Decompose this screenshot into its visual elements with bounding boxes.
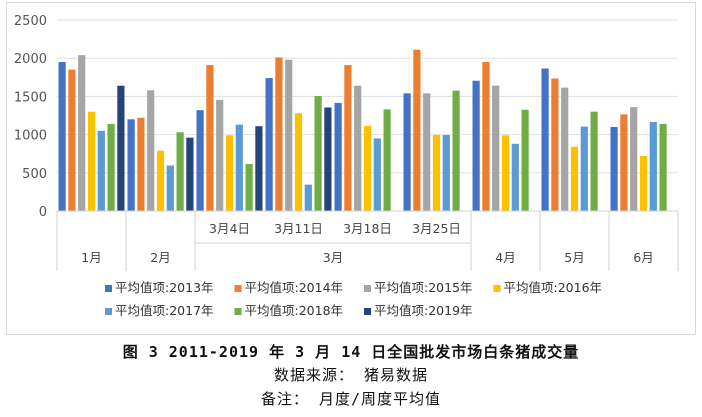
legend-swatch <box>364 285 371 292</box>
chart-frame <box>6 2 696 335</box>
legend-label: 平均值项:2015年 <box>374 280 473 295</box>
bar <box>117 85 125 211</box>
x-group-label: 5月 <box>564 250 584 265</box>
bar <box>561 87 569 211</box>
legend-label: 平均值项:2019年 <box>374 303 473 318</box>
bar <box>314 96 322 211</box>
bar <box>68 69 76 211</box>
bar <box>216 99 224 211</box>
bar <box>630 107 638 211</box>
bar <box>551 78 559 211</box>
x-group-label: 6月 <box>633 250 653 265</box>
legend-swatch <box>234 308 242 315</box>
bar <box>97 130 105 211</box>
legend-label: 平均值项:2014年 <box>245 280 344 295</box>
legend-label: 平均值项:2017年 <box>115 303 214 318</box>
bar <box>413 49 421 211</box>
x-group-label: 3月 <box>323 250 343 265</box>
bar <box>639 155 648 211</box>
bar <box>383 109 391 211</box>
legend-label: 平均值项:2013年 <box>115 280 214 295</box>
bar <box>570 146 579 211</box>
x-group-label: 1月 <box>81 250 101 265</box>
bar <box>511 143 519 211</box>
bar <box>521 109 529 211</box>
bar <box>156 150 165 211</box>
chart-area: 0 500 1000 1500 2000 2500 1月 2月 3月4日 3月11日 3月18日 3月… <box>6 2 696 335</box>
legend-swatch <box>364 308 371 315</box>
bar <box>275 57 283 211</box>
bar <box>137 117 145 211</box>
bar <box>176 132 184 211</box>
legend-label: 平均值项:2016年 <box>504 280 603 295</box>
bar <box>196 110 204 211</box>
y-tick-label: 500 <box>22 167 47 182</box>
bar <box>423 93 431 211</box>
bar <box>245 164 253 211</box>
bar <box>492 85 500 211</box>
bar <box>620 114 628 211</box>
bar <box>354 85 362 211</box>
x-tick-label: 3月4日 <box>209 221 250 236</box>
bar <box>590 111 598 211</box>
bar <box>373 138 381 211</box>
bar <box>265 78 273 212</box>
bar <box>452 90 460 211</box>
legend-swatch <box>105 285 112 292</box>
bar <box>78 55 86 212</box>
y-tick-label: 1500 <box>14 90 47 105</box>
legend-swatch <box>234 285 242 292</box>
legend-swatch <box>105 308 112 315</box>
bar <box>324 107 332 211</box>
bar <box>127 119 135 211</box>
bar <box>501 135 510 211</box>
bar <box>166 165 174 211</box>
x-tick-label: 3月11日 <box>274 221 323 236</box>
bar <box>304 184 312 211</box>
bar <box>363 125 372 211</box>
bar <box>294 113 303 211</box>
y-tick-label: 1000 <box>14 129 47 144</box>
bar <box>147 90 155 211</box>
y-tick-label: 2000 <box>14 52 47 67</box>
legend-label: 平均值项:2018年 <box>245 303 344 318</box>
x-group-label: 4月 <box>495 250 515 265</box>
bar <box>235 124 243 211</box>
bar <box>580 126 588 211</box>
x-group-label: 2月 <box>150 250 170 265</box>
y-tick-label: 2500 <box>14 14 47 29</box>
bar <box>432 134 441 211</box>
bar <box>255 126 263 211</box>
bar <box>107 123 115 211</box>
y-tick-label: 0 <box>39 205 47 220</box>
figure-caption: 图 3 2011-2019 年 3 月 14 日全国批发市场白条猪成交量 <box>122 343 580 361</box>
bar <box>541 68 549 211</box>
bar <box>206 65 214 212</box>
bar <box>58 62 66 211</box>
bar <box>442 134 450 211</box>
x-tick-label: 3月25日 <box>412 221 461 236</box>
x-tick-label: 3月18日 <box>343 221 392 236</box>
bar <box>403 93 411 211</box>
legend-swatch <box>493 285 501 292</box>
bar <box>472 80 480 211</box>
bar <box>649 121 657 211</box>
bar <box>225 135 234 211</box>
bar <box>186 137 194 211</box>
bar <box>334 102 342 211</box>
bar <box>610 126 618 211</box>
bar <box>285 59 293 212</box>
data-source: 数据来源： 猪易数据 <box>273 366 429 384</box>
bar <box>482 62 490 211</box>
bar <box>659 123 667 211</box>
bar <box>87 111 96 211</box>
bar <box>344 65 352 212</box>
remark-note: 备注： 月度/周度平均值 <box>260 390 442 408</box>
